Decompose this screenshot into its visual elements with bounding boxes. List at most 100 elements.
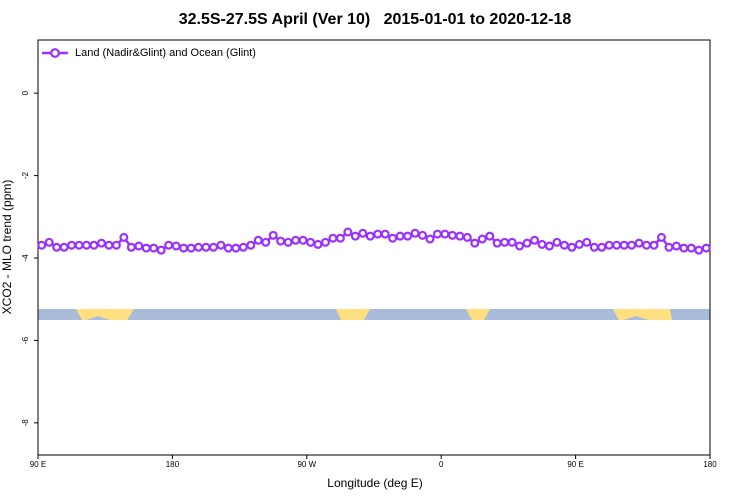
x-tick-label: 90 E <box>567 460 583 469</box>
y-tick-label: -2 <box>21 171 30 179</box>
data-point <box>664 242 674 252</box>
data-point <box>612 240 622 250</box>
data-point <box>694 245 704 255</box>
data-point <box>96 238 106 248</box>
data-point <box>701 243 711 253</box>
data-point <box>686 243 696 253</box>
data-point <box>208 242 218 252</box>
y-axis-label: XCO2 - MLO trend (ppm) <box>0 180 14 315</box>
data-point <box>291 235 301 245</box>
data-point <box>440 229 450 239</box>
y-tick-label: -4 <box>21 254 30 262</box>
y-tick-label: 0 <box>21 90 30 95</box>
data-point <box>298 235 308 245</box>
data-point <box>126 242 136 252</box>
data-point <box>500 237 510 247</box>
x-tick-label: 180 <box>703 460 717 469</box>
y-tick-label: -6 <box>21 336 30 344</box>
data-point <box>388 233 398 243</box>
data-point <box>515 241 525 251</box>
data-point <box>59 242 69 252</box>
data-point <box>328 233 338 243</box>
data-point <box>507 237 517 247</box>
x-axis-label: Longitude (deg E) <box>327 476 422 490</box>
data-point <box>82 240 92 250</box>
data-point <box>679 243 689 253</box>
data-point <box>455 231 465 241</box>
data-point <box>343 227 353 237</box>
data-point <box>253 235 263 245</box>
data-point <box>89 240 99 250</box>
chart-title: 32.5S-27.5S April (Ver 10) 2015-01-01 to… <box>179 11 572 28</box>
data-point <box>365 231 375 241</box>
data-point <box>164 240 174 250</box>
data-point <box>492 238 502 248</box>
data-point <box>268 230 278 240</box>
land-band <box>466 309 490 320</box>
x-tick-label: 0 <box>439 460 444 469</box>
data-point <box>261 237 271 247</box>
data-point <box>313 239 323 249</box>
data-point <box>283 237 293 247</box>
data-point <box>141 243 151 253</box>
data-point <box>156 245 166 255</box>
land-band <box>613 309 672 320</box>
data-point <box>335 233 345 243</box>
data-point <box>395 231 405 241</box>
data-point <box>216 240 226 250</box>
ocean-band <box>38 309 710 320</box>
data-point <box>104 240 114 250</box>
data-point <box>134 241 144 251</box>
data-point <box>485 231 495 241</box>
data-point <box>74 240 84 250</box>
data-point <box>649 240 659 250</box>
data-point <box>201 242 211 252</box>
data-point <box>634 238 644 248</box>
data-point <box>656 232 666 242</box>
data-point <box>477 234 487 244</box>
data-point <box>530 235 540 245</box>
data-point <box>231 243 241 253</box>
x-tick-label: 180 <box>166 460 180 469</box>
data-point <box>350 231 360 241</box>
data-point <box>522 238 532 248</box>
data-point <box>544 241 554 251</box>
land-band <box>336 309 370 320</box>
data-point <box>306 237 316 247</box>
data-point <box>604 240 614 250</box>
data-point <box>418 230 428 240</box>
data-point <box>642 240 652 250</box>
x-tick-label: 90 W <box>297 460 316 469</box>
data-point <box>537 239 547 249</box>
data-point <box>246 240 256 250</box>
data-point <box>37 240 47 250</box>
data-point <box>597 242 607 252</box>
data-point <box>574 239 584 249</box>
data-point <box>194 242 204 252</box>
data-point <box>671 241 681 251</box>
data-point <box>119 232 129 242</box>
data-point <box>52 242 62 252</box>
data-point <box>582 237 592 247</box>
data-point <box>238 242 248 252</box>
data-point <box>358 228 368 238</box>
y-tick-label: -8 <box>21 419 30 427</box>
x-tick-label: 90 E <box>30 460 46 469</box>
data-point <box>373 229 383 239</box>
data-point <box>186 243 196 253</box>
data-point <box>559 240 569 250</box>
legend-label: Land (Nadir&Glint) and Ocean (Glint) <box>75 47 256 59</box>
land-ocean-band <box>38 309 710 320</box>
data-point <box>44 237 54 247</box>
data-point <box>462 232 472 242</box>
data-point <box>627 240 637 250</box>
data-point <box>403 231 413 241</box>
data-point <box>223 243 233 253</box>
data-point <box>380 229 390 239</box>
legend-marker <box>50 48 60 58</box>
data-point <box>179 243 189 253</box>
data-point <box>470 238 480 248</box>
data-point <box>276 236 286 246</box>
